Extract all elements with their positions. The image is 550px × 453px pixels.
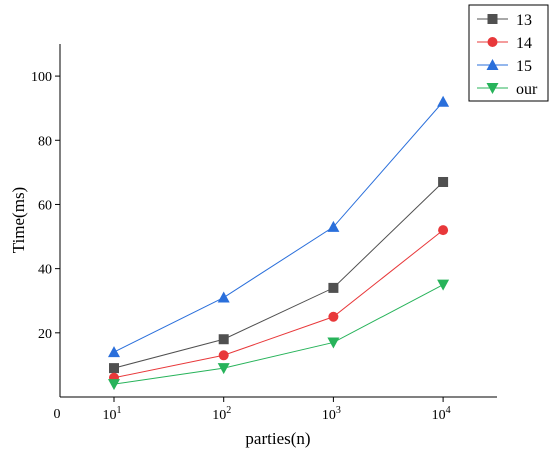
series-line [113, 229, 444, 379]
y-tick-label: 60 [38, 198, 52, 213]
data-point [217, 363, 230, 375]
legend-item: 13 [477, 12, 532, 29]
x-tick-label: 101 [103, 405, 122, 423]
legend-label: 13 [516, 12, 532, 29]
legend: 13 14 15 our [468, 4, 549, 102]
legend-marker [487, 37, 498, 47]
legend-marker [486, 83, 499, 94]
legend-item: 14 [477, 35, 532, 52]
data-point [108, 346, 120, 358]
x-origin-label: 0 [54, 407, 61, 422]
series-13 [109, 176, 449, 374]
series-our [108, 279, 450, 391]
data-point [108, 379, 120, 391]
data-point [438, 176, 449, 187]
data-point [328, 282, 339, 293]
data-point [109, 363, 119, 374]
legend-marker [486, 59, 499, 70]
data-point [218, 334, 229, 345]
y-tick-label: 20 [38, 327, 52, 342]
data-point [327, 337, 340, 349]
data-point [437, 95, 450, 107]
legend-label: our [516, 81, 538, 98]
series-line [113, 101, 444, 353]
legend-label: 14 [516, 35, 532, 52]
data-point [327, 220, 340, 232]
y-tick-label: 80 [38, 134, 52, 149]
series-14 [109, 225, 449, 383]
data-point [438, 225, 449, 236]
legend-marker [487, 14, 498, 24]
x-tick-label: 104 [432, 405, 451, 423]
y-tick-label: 40 [38, 263, 52, 278]
series-layer [108, 95, 450, 391]
y-axis-title: Time(ms) [9, 187, 28, 253]
y-tick-label: 100 [31, 70, 52, 85]
x-tick-label: 102 [212, 405, 231, 423]
legend-box [468, 4, 549, 102]
x-tick-label: 103 [322, 405, 341, 423]
legend-item: 15 [477, 58, 532, 75]
series-line [113, 181, 444, 369]
legend-label: 15 [516, 58, 532, 75]
data-point [437, 279, 450, 291]
series-15 [108, 95, 450, 358]
series-line [113, 284, 444, 385]
axes: 20 40 60 80 100 0 101 102 103 104 [31, 44, 497, 423]
data-point [218, 350, 229, 361]
data-point [328, 311, 339, 322]
data-point [217, 291, 230, 303]
legend-item: our [477, 81, 538, 98]
x-axis-title: parties(n) [245, 429, 310, 448]
